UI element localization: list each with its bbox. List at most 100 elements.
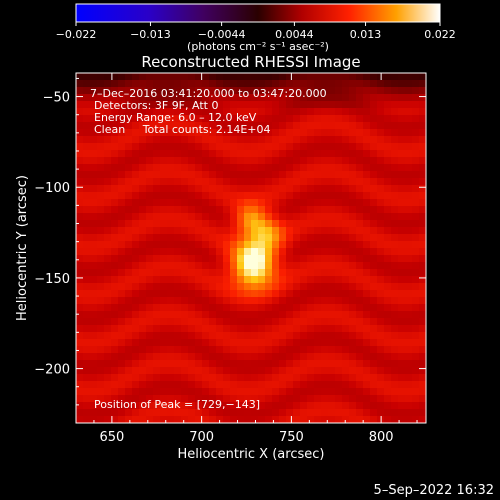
heatmap-cell bbox=[321, 248, 329, 256]
heatmap-cell bbox=[230, 122, 238, 130]
heatmap-cell bbox=[258, 339, 266, 347]
heatmap-cell bbox=[398, 290, 406, 298]
heatmap-cell bbox=[335, 248, 343, 256]
heatmap-cell bbox=[349, 122, 357, 130]
heatmap-cell bbox=[328, 255, 336, 263]
heatmap-cell bbox=[258, 346, 266, 354]
heatmap-cell bbox=[384, 122, 392, 130]
heatmap-cell bbox=[419, 325, 427, 333]
heatmap-cell bbox=[356, 381, 364, 389]
heatmap-cell bbox=[230, 374, 238, 382]
heatmap-cell bbox=[90, 360, 98, 368]
heatmap-cell bbox=[153, 101, 161, 109]
heatmap-cell bbox=[300, 164, 308, 172]
heatmap-cell bbox=[202, 157, 210, 165]
heatmap-cell bbox=[202, 409, 210, 417]
heatmap-cell bbox=[377, 136, 385, 144]
heatmap-cell bbox=[398, 297, 406, 305]
heatmap-cell bbox=[363, 353, 371, 361]
heatmap-cell bbox=[90, 115, 98, 123]
heatmap-cell bbox=[195, 381, 203, 389]
heatmap-cell bbox=[244, 248, 252, 256]
heatmap-cell bbox=[104, 381, 112, 389]
heatmap-cell bbox=[118, 80, 126, 88]
heatmap-cell bbox=[76, 206, 84, 214]
heatmap-cell bbox=[223, 143, 231, 151]
heatmap-cell bbox=[328, 157, 336, 165]
heatmap-cell bbox=[153, 157, 161, 165]
heatmap-cell bbox=[370, 416, 378, 424]
heatmap-cell bbox=[370, 339, 378, 347]
heatmap-cell bbox=[146, 346, 154, 354]
heatmap-cell bbox=[132, 297, 140, 305]
heatmap-cell bbox=[90, 143, 98, 151]
heatmap-cell bbox=[244, 164, 252, 172]
heatmap-cell bbox=[363, 94, 371, 102]
heatmap-cell bbox=[223, 241, 231, 249]
heatmap-cell bbox=[167, 87, 175, 95]
heatmap-cell bbox=[412, 234, 420, 242]
heatmap-cell bbox=[97, 381, 105, 389]
heatmap-cell bbox=[384, 108, 392, 116]
heatmap-cell bbox=[335, 185, 343, 193]
heatmap-cell bbox=[83, 353, 91, 361]
heatmap-cell bbox=[90, 192, 98, 200]
heatmap-cell bbox=[139, 367, 147, 375]
heatmap-cell bbox=[370, 409, 378, 417]
heatmap-cell bbox=[377, 339, 385, 347]
heatmap-cell bbox=[293, 234, 301, 242]
heatmap-cell bbox=[307, 332, 315, 340]
heatmap-cell bbox=[384, 332, 392, 340]
heatmap-cell bbox=[237, 360, 245, 368]
heatmap-cell bbox=[216, 185, 224, 193]
heatmap-cell bbox=[272, 332, 280, 340]
heatmap-cell bbox=[272, 185, 280, 193]
heatmap-cell bbox=[419, 178, 427, 186]
heatmap-cell bbox=[174, 325, 182, 333]
heatmap-cell bbox=[111, 262, 119, 270]
heatmap-cell bbox=[405, 171, 413, 179]
heatmap-cell bbox=[398, 73, 406, 81]
heatmap-cell bbox=[230, 402, 238, 410]
heatmap-cell bbox=[216, 353, 224, 361]
heatmap-cell bbox=[328, 381, 336, 389]
heatmap-cell bbox=[251, 192, 259, 200]
heatmap-cell bbox=[258, 276, 266, 284]
heatmap-cell bbox=[265, 402, 273, 410]
heatmap-cell bbox=[384, 304, 392, 312]
heatmap-cell bbox=[195, 311, 203, 319]
heatmap-cell bbox=[377, 129, 385, 137]
heatmap-cell bbox=[90, 129, 98, 137]
heatmap-cell bbox=[132, 402, 140, 410]
heatmap-cell bbox=[293, 73, 301, 81]
heatmap-cell bbox=[391, 297, 399, 305]
heatmap-cell bbox=[118, 374, 126, 382]
heatmap-cell bbox=[349, 129, 357, 137]
heatmap-cell bbox=[419, 73, 427, 81]
heatmap-cell bbox=[188, 220, 196, 228]
heatmap-cell bbox=[335, 122, 343, 130]
heatmap-cell bbox=[349, 339, 357, 347]
heatmap-cell bbox=[405, 416, 413, 424]
heatmap-cell bbox=[328, 227, 336, 235]
heatmap-cell bbox=[188, 318, 196, 326]
heatmap-cell bbox=[258, 227, 266, 235]
heatmap-cell bbox=[195, 304, 203, 312]
heatmap-cell bbox=[314, 73, 322, 81]
heatmap-cell bbox=[342, 94, 350, 102]
heatmap-cell bbox=[139, 395, 147, 403]
heatmap-cell bbox=[160, 157, 168, 165]
heatmap-cell bbox=[405, 143, 413, 151]
x-axis-label: Heliocentric X (arcsec) bbox=[178, 447, 325, 462]
heatmap-cell bbox=[272, 318, 280, 326]
heatmap-cell bbox=[188, 199, 196, 207]
heatmap-cell bbox=[167, 395, 175, 403]
heatmap-cell bbox=[398, 192, 406, 200]
heatmap-cell bbox=[97, 409, 105, 417]
heatmap-cell bbox=[223, 409, 231, 417]
heatmap-cell bbox=[328, 262, 336, 270]
heatmap-cell bbox=[258, 185, 266, 193]
heatmap-cell bbox=[293, 227, 301, 235]
heatmap-cell bbox=[111, 367, 119, 375]
heatmap-cell bbox=[83, 80, 91, 88]
